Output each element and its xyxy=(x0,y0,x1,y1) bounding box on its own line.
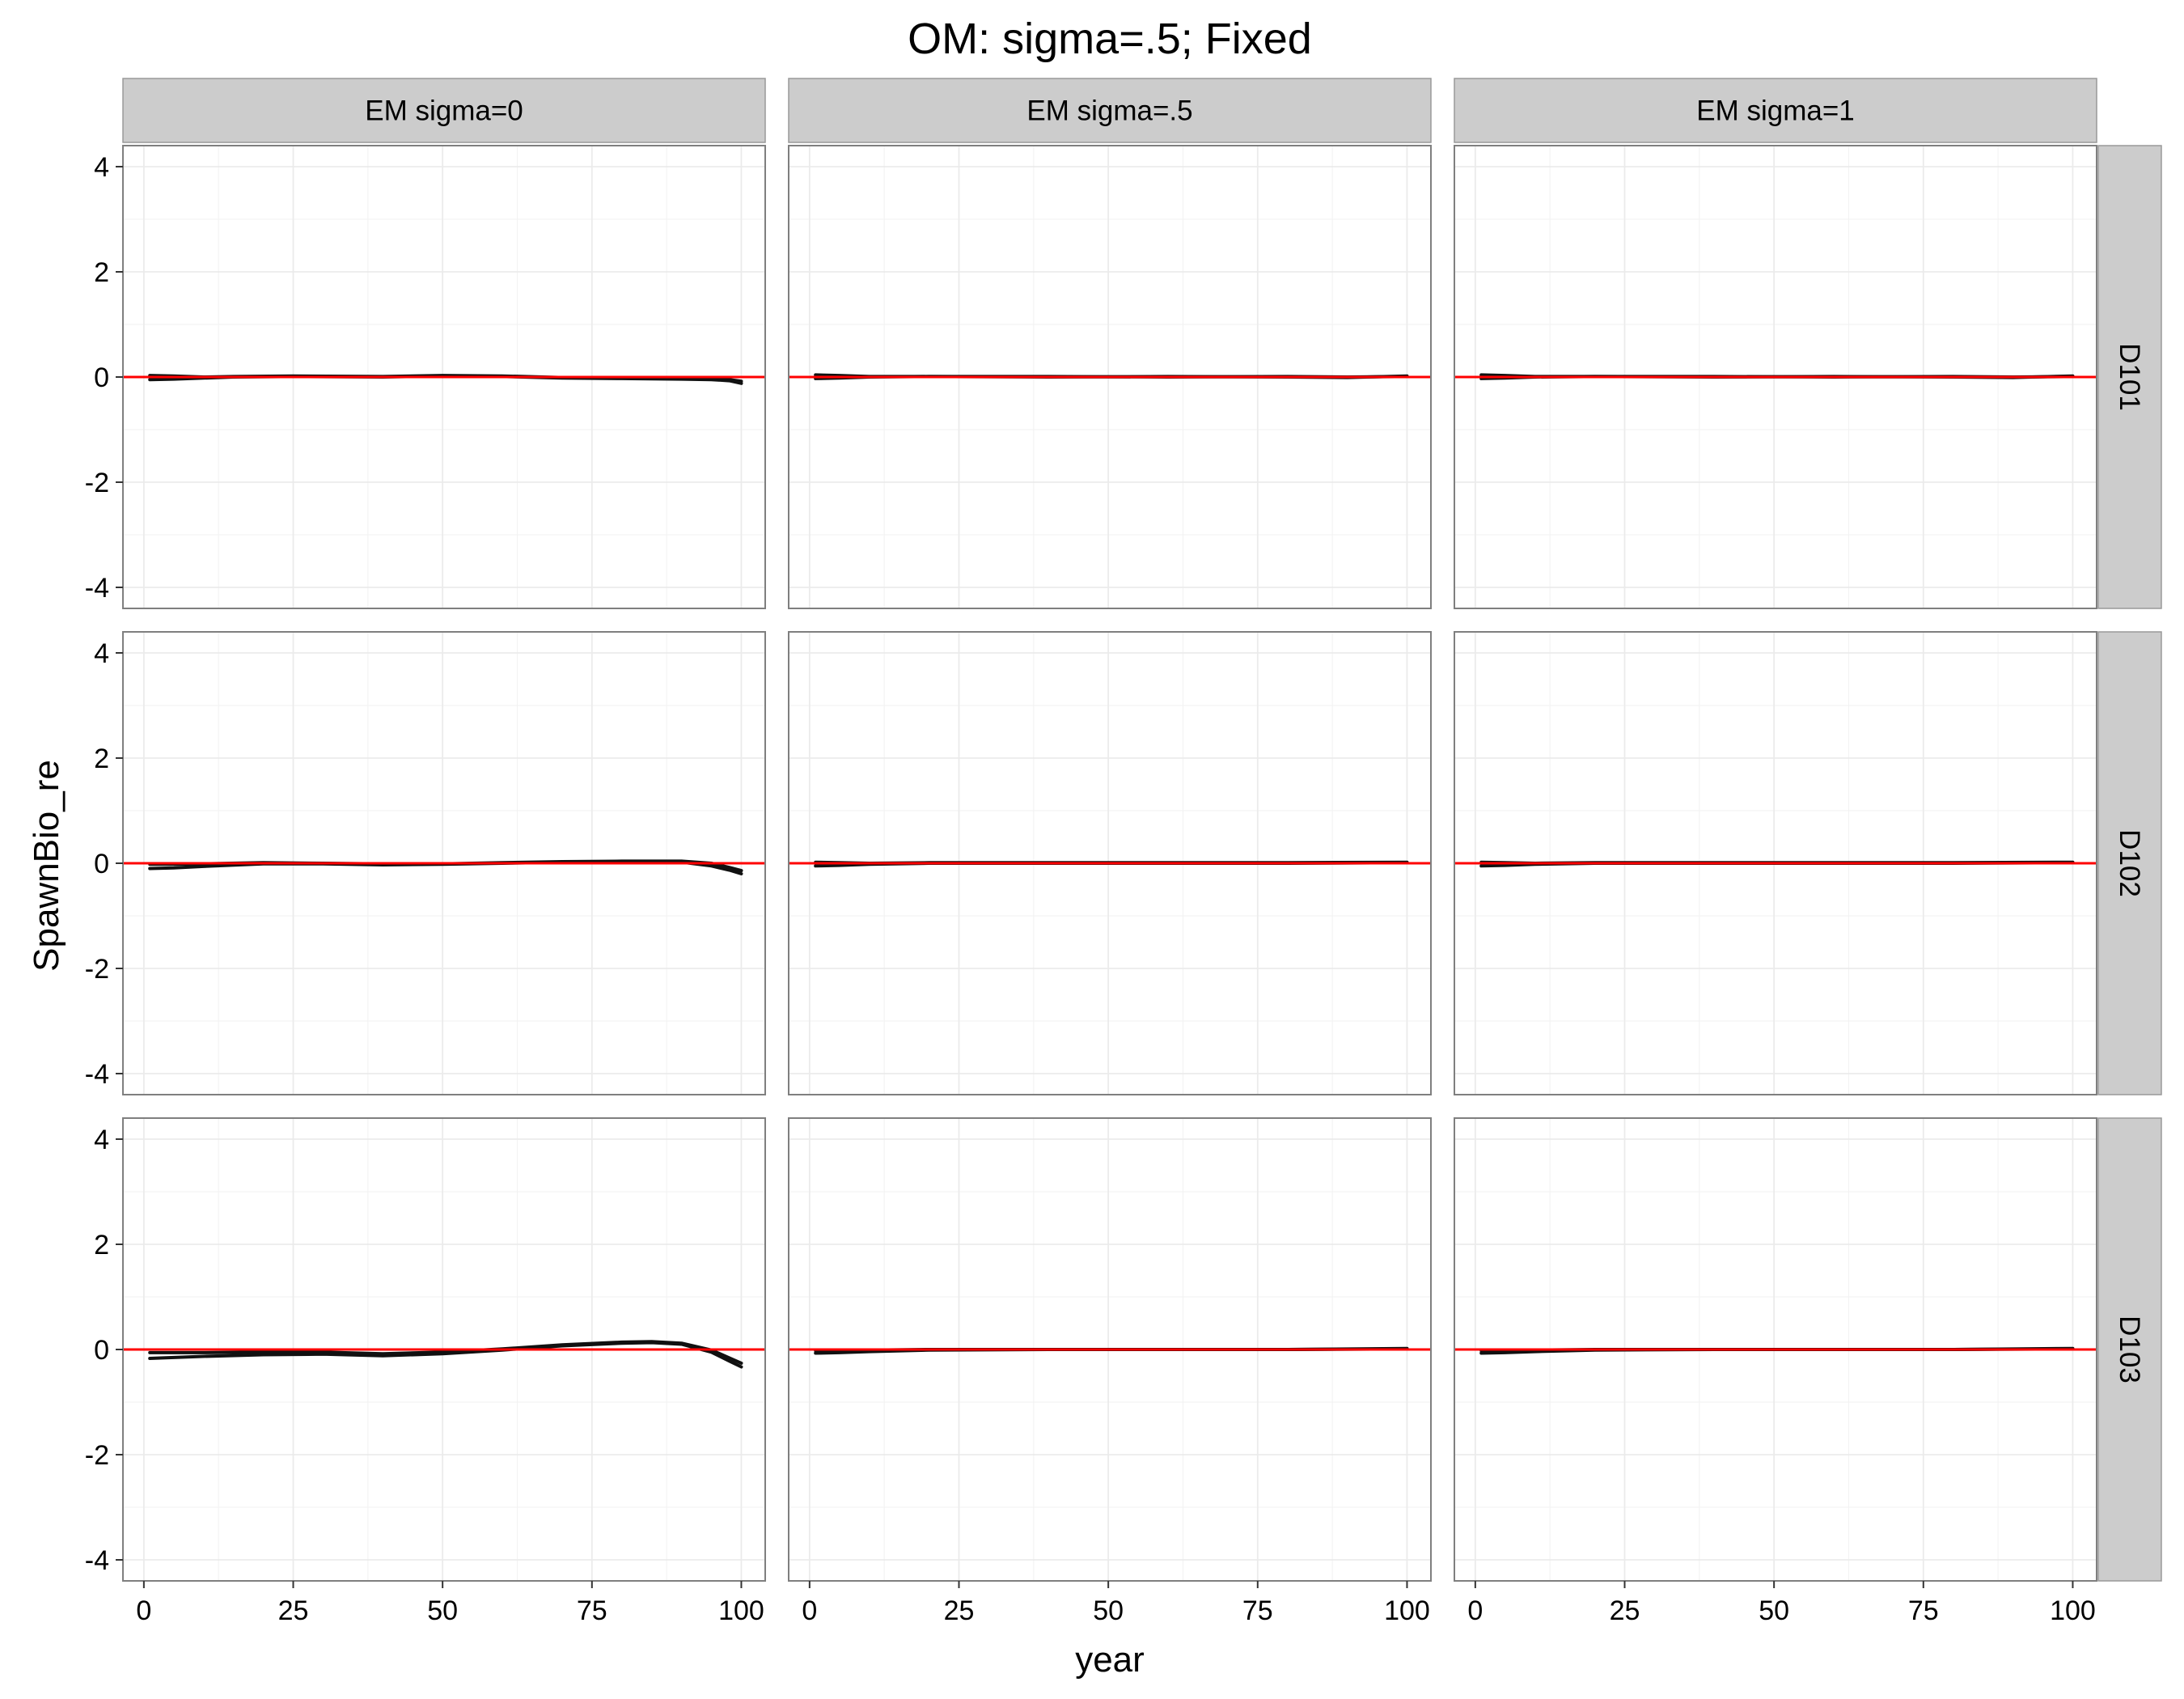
x-tick-label: 0 xyxy=(802,1595,817,1626)
panel: -4 -2 0 2 4 xyxy=(85,145,766,609)
row-strip xyxy=(2097,1117,2162,1582)
panel: -4 -2 0 2 4 xyxy=(85,631,766,1095)
panel: 0 25 50 75 100 xyxy=(788,1117,1432,1626)
chart-title: OM: sigma=.5; Fixed xyxy=(908,15,1312,63)
x-tick-label: 100 xyxy=(2050,1595,2096,1626)
x-tick-label: 50 xyxy=(427,1595,458,1626)
x-tick-label: 25 xyxy=(278,1595,309,1626)
column-strip-label: EM sigma=.5 xyxy=(1026,95,1192,127)
x-tick-label: 25 xyxy=(944,1595,975,1626)
column-strip xyxy=(122,78,766,143)
row-strip xyxy=(2097,145,2162,609)
panel-border xyxy=(788,1117,1432,1582)
x-tick-label: 75 xyxy=(1242,1595,1273,1626)
y-tick-label: 2 xyxy=(94,257,109,288)
y-tick-label: -4 xyxy=(85,1545,109,1576)
y-tick-label: -4 xyxy=(85,1059,109,1090)
y-tick-label: -2 xyxy=(85,1440,109,1471)
x-tick-label: 75 xyxy=(577,1595,607,1626)
column-strip-label: EM sigma=1 xyxy=(1696,95,1855,127)
panel xyxy=(1454,631,2097,1095)
column-strip xyxy=(788,78,1432,143)
panel-border xyxy=(1454,631,2097,1095)
y-tick-label: 2 xyxy=(94,1230,109,1260)
y-tick-label: 0 xyxy=(94,849,109,879)
row-strip-label: D101 xyxy=(2114,343,2145,411)
x-tick-label: 50 xyxy=(1093,1595,1124,1626)
x-tick-label: 50 xyxy=(1759,1595,1789,1626)
row-strip-label: D103 xyxy=(2114,1316,2145,1383)
panel-border xyxy=(1454,1117,2097,1582)
y-tick-label: -4 xyxy=(85,573,109,604)
y-tick-label: 4 xyxy=(94,152,109,183)
panel xyxy=(1454,145,2097,609)
column-strip-label: EM sigma=0 xyxy=(365,95,523,127)
panel: -4 -2 0 2 4 0 25 50 75 100 xyxy=(85,1117,766,1626)
row-strip xyxy=(2097,631,2162,1095)
y-tick-label: 0 xyxy=(94,1335,109,1366)
y-axis-title: SpawnBio_re xyxy=(27,760,66,972)
y-tick-label: 4 xyxy=(94,638,109,669)
x-tick-label: 100 xyxy=(1384,1595,1430,1626)
facet-grid: EM sigma=0 EM sigma=.5 EM sigma=1 D101 D102 D… xyxy=(85,78,2162,1626)
y-tick-label: 4 xyxy=(94,1125,109,1155)
panel xyxy=(788,145,1432,609)
y-tick-label: -2 xyxy=(85,954,109,985)
x-tick-label: 25 xyxy=(1610,1595,1640,1626)
x-tick-label: 0 xyxy=(136,1595,151,1626)
panel-border xyxy=(788,631,1432,1095)
panel xyxy=(788,631,1432,1095)
panel: 0 25 50 75 100 xyxy=(1454,1117,2097,1626)
x-tick-label: 0 xyxy=(1467,1595,1483,1626)
panel-border xyxy=(1454,145,2097,609)
y-tick-label: 2 xyxy=(94,744,109,774)
column-strip xyxy=(1454,78,2097,143)
y-tick-label: -2 xyxy=(85,468,109,498)
panel-border xyxy=(788,145,1432,609)
x-axis-title: year xyxy=(1075,1640,1145,1680)
x-tick-label: 100 xyxy=(718,1595,764,1626)
y-tick-label: 0 xyxy=(94,362,109,393)
row-strip-label: D102 xyxy=(2114,829,2145,897)
x-tick-label: 75 xyxy=(1908,1595,1939,1626)
